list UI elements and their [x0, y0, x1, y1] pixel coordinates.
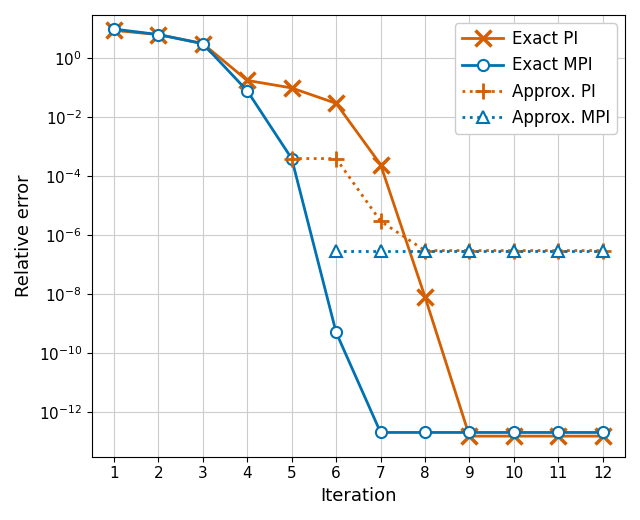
- Exact MPI: [377, 430, 385, 436]
- Exact MPI: [466, 430, 474, 436]
- Exact PI: [243, 77, 251, 84]
- Exact PI: [332, 100, 340, 107]
- Approx. PI: [554, 248, 562, 254]
- Y-axis label: Relative error: Relative error: [15, 175, 33, 297]
- Exact MPI: [599, 430, 607, 436]
- Exact MPI: [554, 430, 562, 436]
- Exact PI: [554, 433, 562, 439]
- Exact MPI: [332, 329, 340, 335]
- Approx. PI: [599, 248, 607, 254]
- Approx. MPI: [466, 248, 474, 254]
- Approx. PI: [332, 155, 340, 162]
- Approx. MPI: [421, 248, 429, 254]
- Exact PI: [110, 27, 118, 33]
- Exact PI: [154, 31, 162, 37]
- Exact MPI: [243, 88, 251, 94]
- X-axis label: Iteration: Iteration: [320, 487, 397, 505]
- Exact PI: [421, 294, 429, 300]
- Approx. PI: [377, 218, 385, 224]
- Line: Exact PI: Exact PI: [106, 23, 611, 444]
- Exact MPI: [288, 155, 296, 162]
- Exact PI: [199, 41, 207, 47]
- Exact MPI: [154, 31, 162, 37]
- Exact PI: [288, 85, 296, 91]
- Approx. MPI: [554, 248, 562, 254]
- Approx. PI: [510, 248, 518, 254]
- Approx. MPI: [510, 248, 518, 254]
- Exact MPI: [421, 430, 429, 436]
- Approx. MPI: [599, 248, 607, 254]
- Exact MPI: [199, 41, 207, 47]
- Approx. MPI: [377, 248, 385, 254]
- Line: Approx. PI: Approx. PI: [284, 151, 611, 258]
- Exact PI: [599, 433, 607, 439]
- Approx. PI: [288, 155, 296, 162]
- Approx. PI: [421, 248, 429, 254]
- Approx. MPI: [332, 248, 340, 254]
- Approx. PI: [466, 248, 474, 254]
- Exact PI: [377, 161, 385, 167]
- Exact MPI: [510, 430, 518, 436]
- Exact MPI: [110, 26, 118, 32]
- Line: Exact MPI: Exact MPI: [108, 23, 609, 438]
- Exact PI: [466, 433, 474, 439]
- Exact PI: [510, 433, 518, 439]
- Line: Approx. MPI: Approx. MPI: [331, 245, 609, 256]
- Legend: Exact PI, Exact MPI, Approx. PI, Approx. MPI: Exact PI, Exact MPI, Approx. PI, Approx.…: [455, 23, 617, 134]
